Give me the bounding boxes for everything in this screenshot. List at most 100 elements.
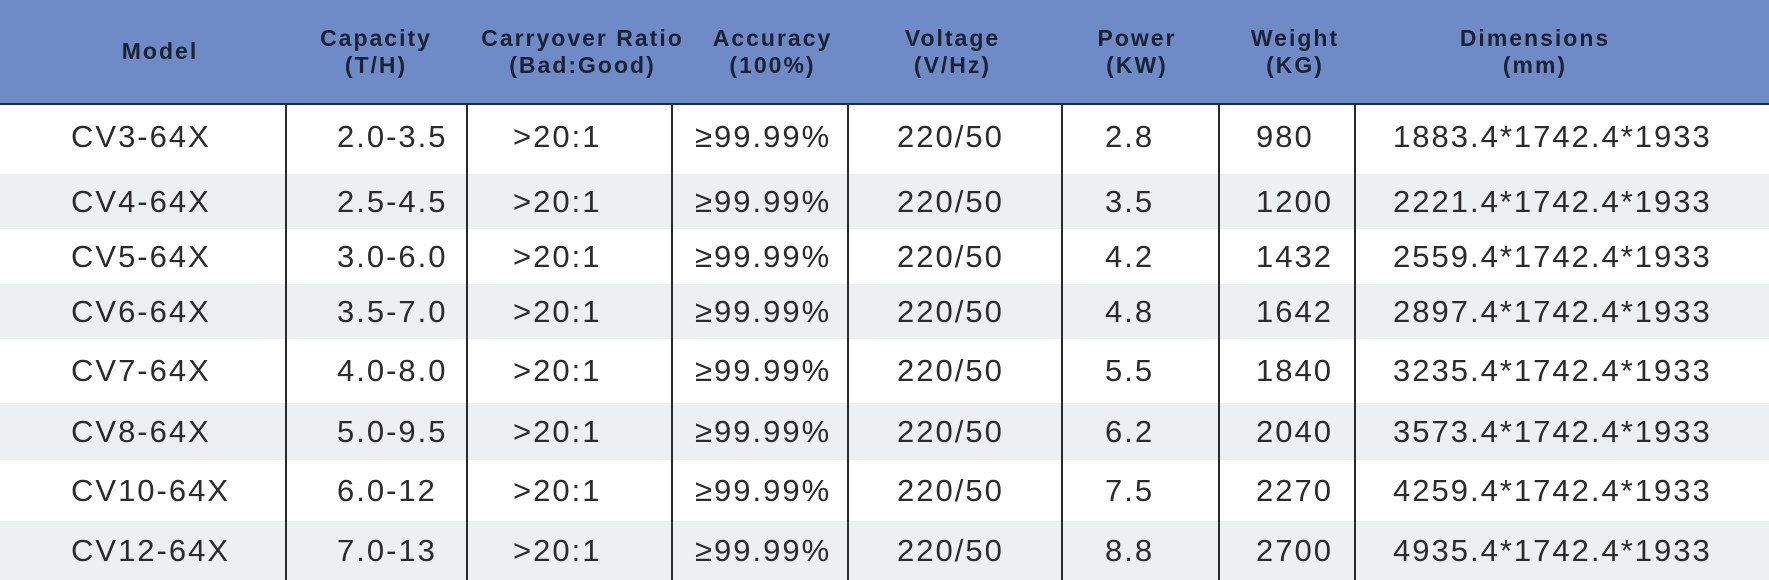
cell-power: 6.2 (1105, 413, 1155, 449)
header-unit: (mm) (1502, 51, 1568, 78)
table-row: CV12-64X 7.0-13 >20:1 ≥99.99% 220/50 8.8… (0, 521, 1769, 580)
column-divider (1354, 105, 1356, 580)
cell-power: 4.8 (1105, 293, 1155, 329)
column-divider (671, 105, 673, 580)
table-row: CV4-64X 2.5-4.5 >20:1 ≥99.99% 220/50 3.5… (0, 174, 1769, 229)
cell-carryover-ratio: >20:1 (513, 413, 602, 449)
table-row: CV10-64X 6.0-12 >20:1 ≥99.99% 220/50 7.5… (0, 460, 1769, 521)
header-unit: (T/H) (344, 51, 408, 78)
cell-weight: 1642 (1256, 293, 1333, 329)
header-label: Voltage (904, 24, 1001, 51)
cell-accuracy: ≥99.99% (695, 238, 832, 274)
cell-capacity: 4.0-8.0 (337, 353, 448, 388)
header-label: Model (121, 38, 199, 64)
header-label: Dimensions (1459, 24, 1611, 51)
cell-voltage: 220/50 (897, 413, 1004, 449)
cell-weight: 1432 (1256, 238, 1333, 274)
cell-power: 8.8 (1105, 532, 1155, 568)
cell-accuracy: ≥99.99% (695, 293, 832, 329)
cell-capacity: 6.0-12 (337, 472, 437, 508)
cell-accuracy: ≥99.99% (695, 532, 832, 568)
cell-capacity: 3.0-6.0 (337, 238, 448, 274)
header-label: Carryover Ratio (481, 24, 684, 51)
cell-model: CV7-64X (71, 353, 211, 388)
column-divider (1218, 105, 1220, 580)
header-power: Power (KW) (1062, 0, 1212, 103)
cell-weight: 1200 (1256, 183, 1333, 219)
cell-power: 3.5 (1105, 183, 1155, 219)
cell-voltage: 220/50 (897, 183, 1004, 219)
header-label: Capacity (320, 24, 432, 51)
cell-voltage: 220/50 (897, 472, 1004, 508)
cell-accuracy: ≥99.99% (695, 119, 832, 154)
header-label: Power (1097, 24, 1177, 51)
cell-model: CV10-64X (71, 472, 231, 508)
table-row: CV5-64X 3.0-6.0 >20:1 ≥99.99% 220/50 4.2… (0, 229, 1769, 284)
cell-voltage: 220/50 (897, 119, 1004, 154)
header-model: Model (60, 0, 260, 103)
header-label: Accuracy (712, 24, 833, 51)
header-unit: (KW) (1106, 51, 1168, 78)
cell-dimensions: 2221.4*1742.4*1933 (1393, 183, 1712, 219)
cell-power: 2.8 (1105, 119, 1155, 154)
column-divider (466, 105, 468, 580)
cell-power: 5.5 (1105, 353, 1155, 388)
cell-voltage: 220/50 (897, 532, 1004, 568)
cell-capacity: 7.0-13 (337, 532, 437, 568)
cell-voltage: 220/50 (897, 353, 1004, 388)
cell-carryover-ratio: >20:1 (513, 353, 602, 388)
cell-accuracy: ≥99.99% (695, 353, 832, 388)
table-header: Model Capacity (T/H) Carryover Ratio (Ba… (0, 0, 1769, 105)
header-unit: (V/Hz) (913, 51, 992, 78)
header-voltage: Voltage (V/Hz) (855, 0, 1050, 103)
column-divider (285, 105, 287, 580)
table-row: CV6-64X 3.5-7.0 >20:1 ≥99.99% 220/50 4.8… (0, 284, 1769, 339)
header-dimensions: Dimensions (mm) (1355, 0, 1715, 103)
cell-capacity: 2.5-4.5 (337, 183, 448, 219)
cell-capacity: 3.5-7.0 (337, 293, 448, 329)
cell-capacity: 2.0-3.5 (337, 119, 448, 154)
table-row: CV3-64X 2.0-3.5 >20:1 ≥99.99% 220/50 2.8… (0, 105, 1769, 169)
header-capacity: Capacity (T/H) (286, 0, 466, 103)
column-divider (847, 105, 849, 580)
cell-dimensions: 3235.4*1742.4*1933 (1393, 353, 1712, 388)
cell-carryover-ratio: >20:1 (513, 532, 602, 568)
cell-model: CV6-64X (71, 293, 211, 329)
cell-weight: 1840 (1256, 353, 1333, 388)
table-row: CV7-64X 4.0-8.0 >20:1 ≥99.99% 220/50 5.5… (0, 339, 1769, 403)
cell-carryover-ratio: >20:1 (513, 238, 602, 274)
cell-model: CV3-64X (71, 119, 211, 154)
cell-model: CV8-64X (71, 413, 211, 449)
header-carryover-ratio: Carryover Ratio (Bad:Good) (470, 0, 695, 103)
cell-carryover-ratio: >20:1 (513, 183, 602, 219)
cell-dimensions: 4935.4*1742.4*1933 (1393, 532, 1712, 568)
header-unit: (100%) (729, 51, 816, 78)
header-weight: Weight (KG) (1220, 0, 1370, 103)
cell-model: CV4-64X (71, 183, 211, 219)
cell-carryover-ratio: >20:1 (513, 119, 602, 154)
table-body: CV3-64X 2.0-3.5 >20:1 ≥99.99% 220/50 2.8… (0, 105, 1769, 580)
cell-accuracy: ≥99.99% (695, 183, 832, 219)
header-unit: (Bad:Good) (509, 51, 656, 78)
cell-power: 7.5 (1105, 472, 1155, 508)
cell-capacity: 5.0-9.5 (337, 413, 448, 449)
cell-voltage: 220/50 (897, 293, 1004, 329)
cell-carryover-ratio: >20:1 (513, 472, 602, 508)
cell-dimensions: 2897.4*1742.4*1933 (1393, 293, 1712, 329)
cell-dimensions: 2559.4*1742.4*1933 (1393, 238, 1712, 274)
column-divider (1061, 105, 1063, 580)
cell-power: 4.2 (1105, 238, 1155, 274)
header-unit: (KG) (1266, 51, 1324, 78)
cell-dimensions: 3573.4*1742.4*1933 (1393, 413, 1712, 449)
cell-accuracy: ≥99.99% (695, 413, 832, 449)
cell-dimensions: 4259.4*1742.4*1933 (1393, 472, 1712, 508)
table-row: CV8-64X 5.0-9.5 >20:1 ≥99.99% 220/50 6.2… (0, 403, 1769, 460)
header-label: Weight (1250, 24, 1340, 51)
cell-dimensions: 1883.4*1742.4*1933 (1393, 119, 1712, 154)
cell-weight: 2700 (1256, 532, 1333, 568)
cell-accuracy: ≥99.99% (695, 472, 832, 508)
cell-model: CV12-64X (71, 532, 231, 568)
cell-model: CV5-64X (71, 238, 211, 274)
cell-weight: 2270 (1256, 472, 1333, 508)
cell-weight: 980 (1256, 119, 1314, 154)
